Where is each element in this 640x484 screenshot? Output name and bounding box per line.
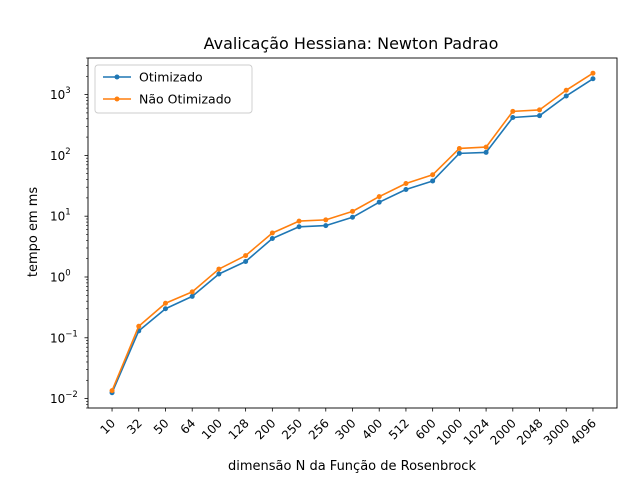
y-tick-exponent: −2 (65, 390, 78, 400)
axes-frame (87, 57, 618, 409)
series-2-point (109, 388, 115, 394)
series-1-point (323, 223, 329, 229)
series-2-point (350, 208, 355, 214)
series-2-point (269, 230, 275, 236)
series-2-point (136, 323, 142, 329)
legend: Otimizado Não Otimizado (94, 64, 253, 114)
series-2-point (323, 217, 329, 223)
series-2-point (510, 108, 516, 114)
series-1-point (162, 306, 168, 312)
series-2-point (162, 300, 168, 306)
series-2-point (430, 172, 436, 178)
legend-label-1: Otimizado (139, 70, 203, 85)
y-tick-exponent: −1 (65, 329, 78, 339)
series-1-point (269, 235, 275, 241)
series-1-point (510, 115, 516, 121)
series-1-point (483, 149, 489, 155)
series-1-point (189, 293, 195, 299)
legend-marker-2 (114, 96, 120, 102)
series-2-point (376, 194, 382, 200)
series-2-point (296, 218, 302, 224)
series-1-point (376, 199, 382, 205)
series-1-point (430, 178, 436, 184)
y-tick-exponent: 1 (65, 208, 70, 218)
series-1-point (456, 150, 462, 156)
series-1-point (296, 224, 302, 230)
series-2-point (590, 70, 596, 76)
series-1-point (216, 271, 222, 277)
y-tick-exponent: 3 (65, 86, 70, 96)
series-2-point (243, 253, 249, 259)
y-tick-exponent: 0 (65, 268, 70, 278)
y-tick-exponent: 2 (65, 147, 70, 157)
series-2-point (456, 145, 462, 151)
series-1-point (403, 186, 409, 192)
series-1-point (537, 113, 543, 119)
series-1-point (243, 258, 249, 264)
series-1-point (563, 93, 569, 99)
series-2-point (483, 144, 489, 150)
series-2-point (563, 87, 569, 93)
x-axis-label: dimensão N da Função de Rosenbrock (228, 459, 476, 474)
y-axis-label: tempo em ms (26, 187, 41, 278)
series-1-point (350, 214, 355, 220)
series-2-point (216, 266, 222, 272)
legend-box (94, 64, 253, 114)
series-2-point (537, 107, 543, 113)
series-2-point (189, 289, 195, 295)
legend-marker-1 (114, 74, 120, 80)
series-2-point (403, 180, 409, 186)
series-1-point (590, 76, 596, 82)
chart-title: Avalicação Hessiana: Newton Padrao (204, 34, 499, 53)
legend-label-2: Não Otimizado (139, 92, 231, 107)
